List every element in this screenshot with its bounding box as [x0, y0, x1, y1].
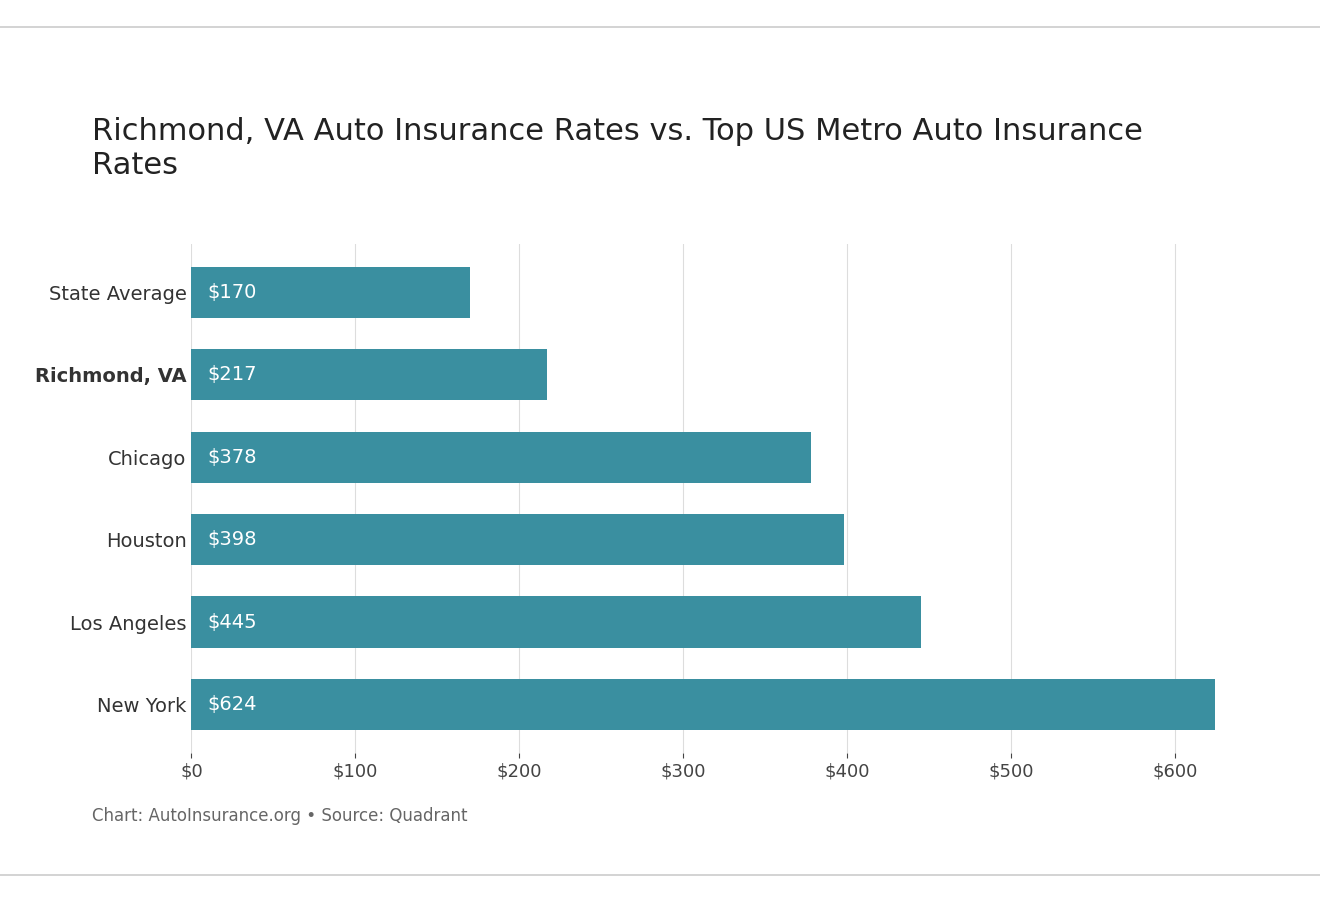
Bar: [191, 596, 921, 648]
Text: $217: $217: [207, 365, 257, 384]
Text: $398: $398: [207, 530, 257, 549]
Text: $378: $378: [207, 447, 257, 466]
Text: $445: $445: [207, 612, 257, 631]
Text: Chart: AutoInsurance.org • Source: Quadrant: Chart: AutoInsurance.org • Source: Quadr…: [92, 807, 467, 825]
Text: Richmond, VA Auto Insurance Rates vs. Top US Metro Auto Insurance
Rates: Richmond, VA Auto Insurance Rates vs. To…: [92, 117, 1143, 179]
Bar: [191, 267, 470, 318]
Bar: [191, 679, 1214, 730]
Bar: [191, 514, 843, 566]
Text: $170: $170: [207, 282, 257, 302]
Bar: [191, 349, 548, 400]
Bar: [191, 431, 812, 483]
Text: $624: $624: [207, 695, 257, 714]
